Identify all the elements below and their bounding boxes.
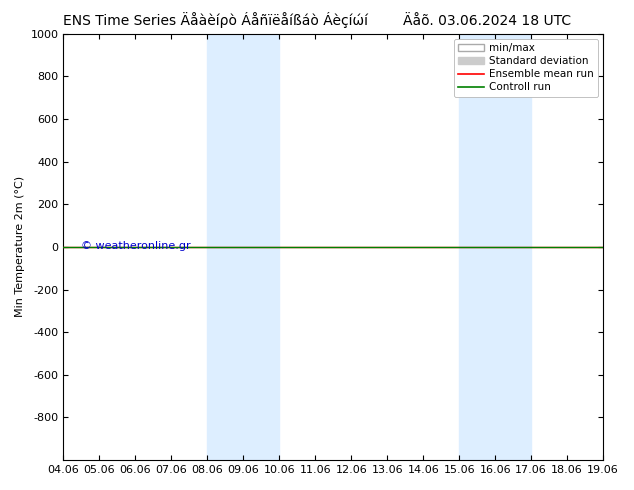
Bar [207, 34, 280, 460]
Text: © weatheronline.gr: © weatheronline.gr [81, 241, 191, 250]
Text: ENS Time Series Äåàèíρò Áåñïëåíßáò Áèçíώí        Äåõ. 03.06.2024 18 UTC: ENS Time Series Äåàèíρò Áåñïëåíßáò Áèçíώ… [63, 12, 571, 28]
Y-axis label: Min Temperature 2m (°C): Min Temperature 2m (°C) [15, 176, 25, 318]
Legend: min/max, Standard deviation, Ensemble mean run, Controll run: min/max, Standard deviation, Ensemble me… [453, 39, 598, 97]
Bar [459, 34, 531, 460]
